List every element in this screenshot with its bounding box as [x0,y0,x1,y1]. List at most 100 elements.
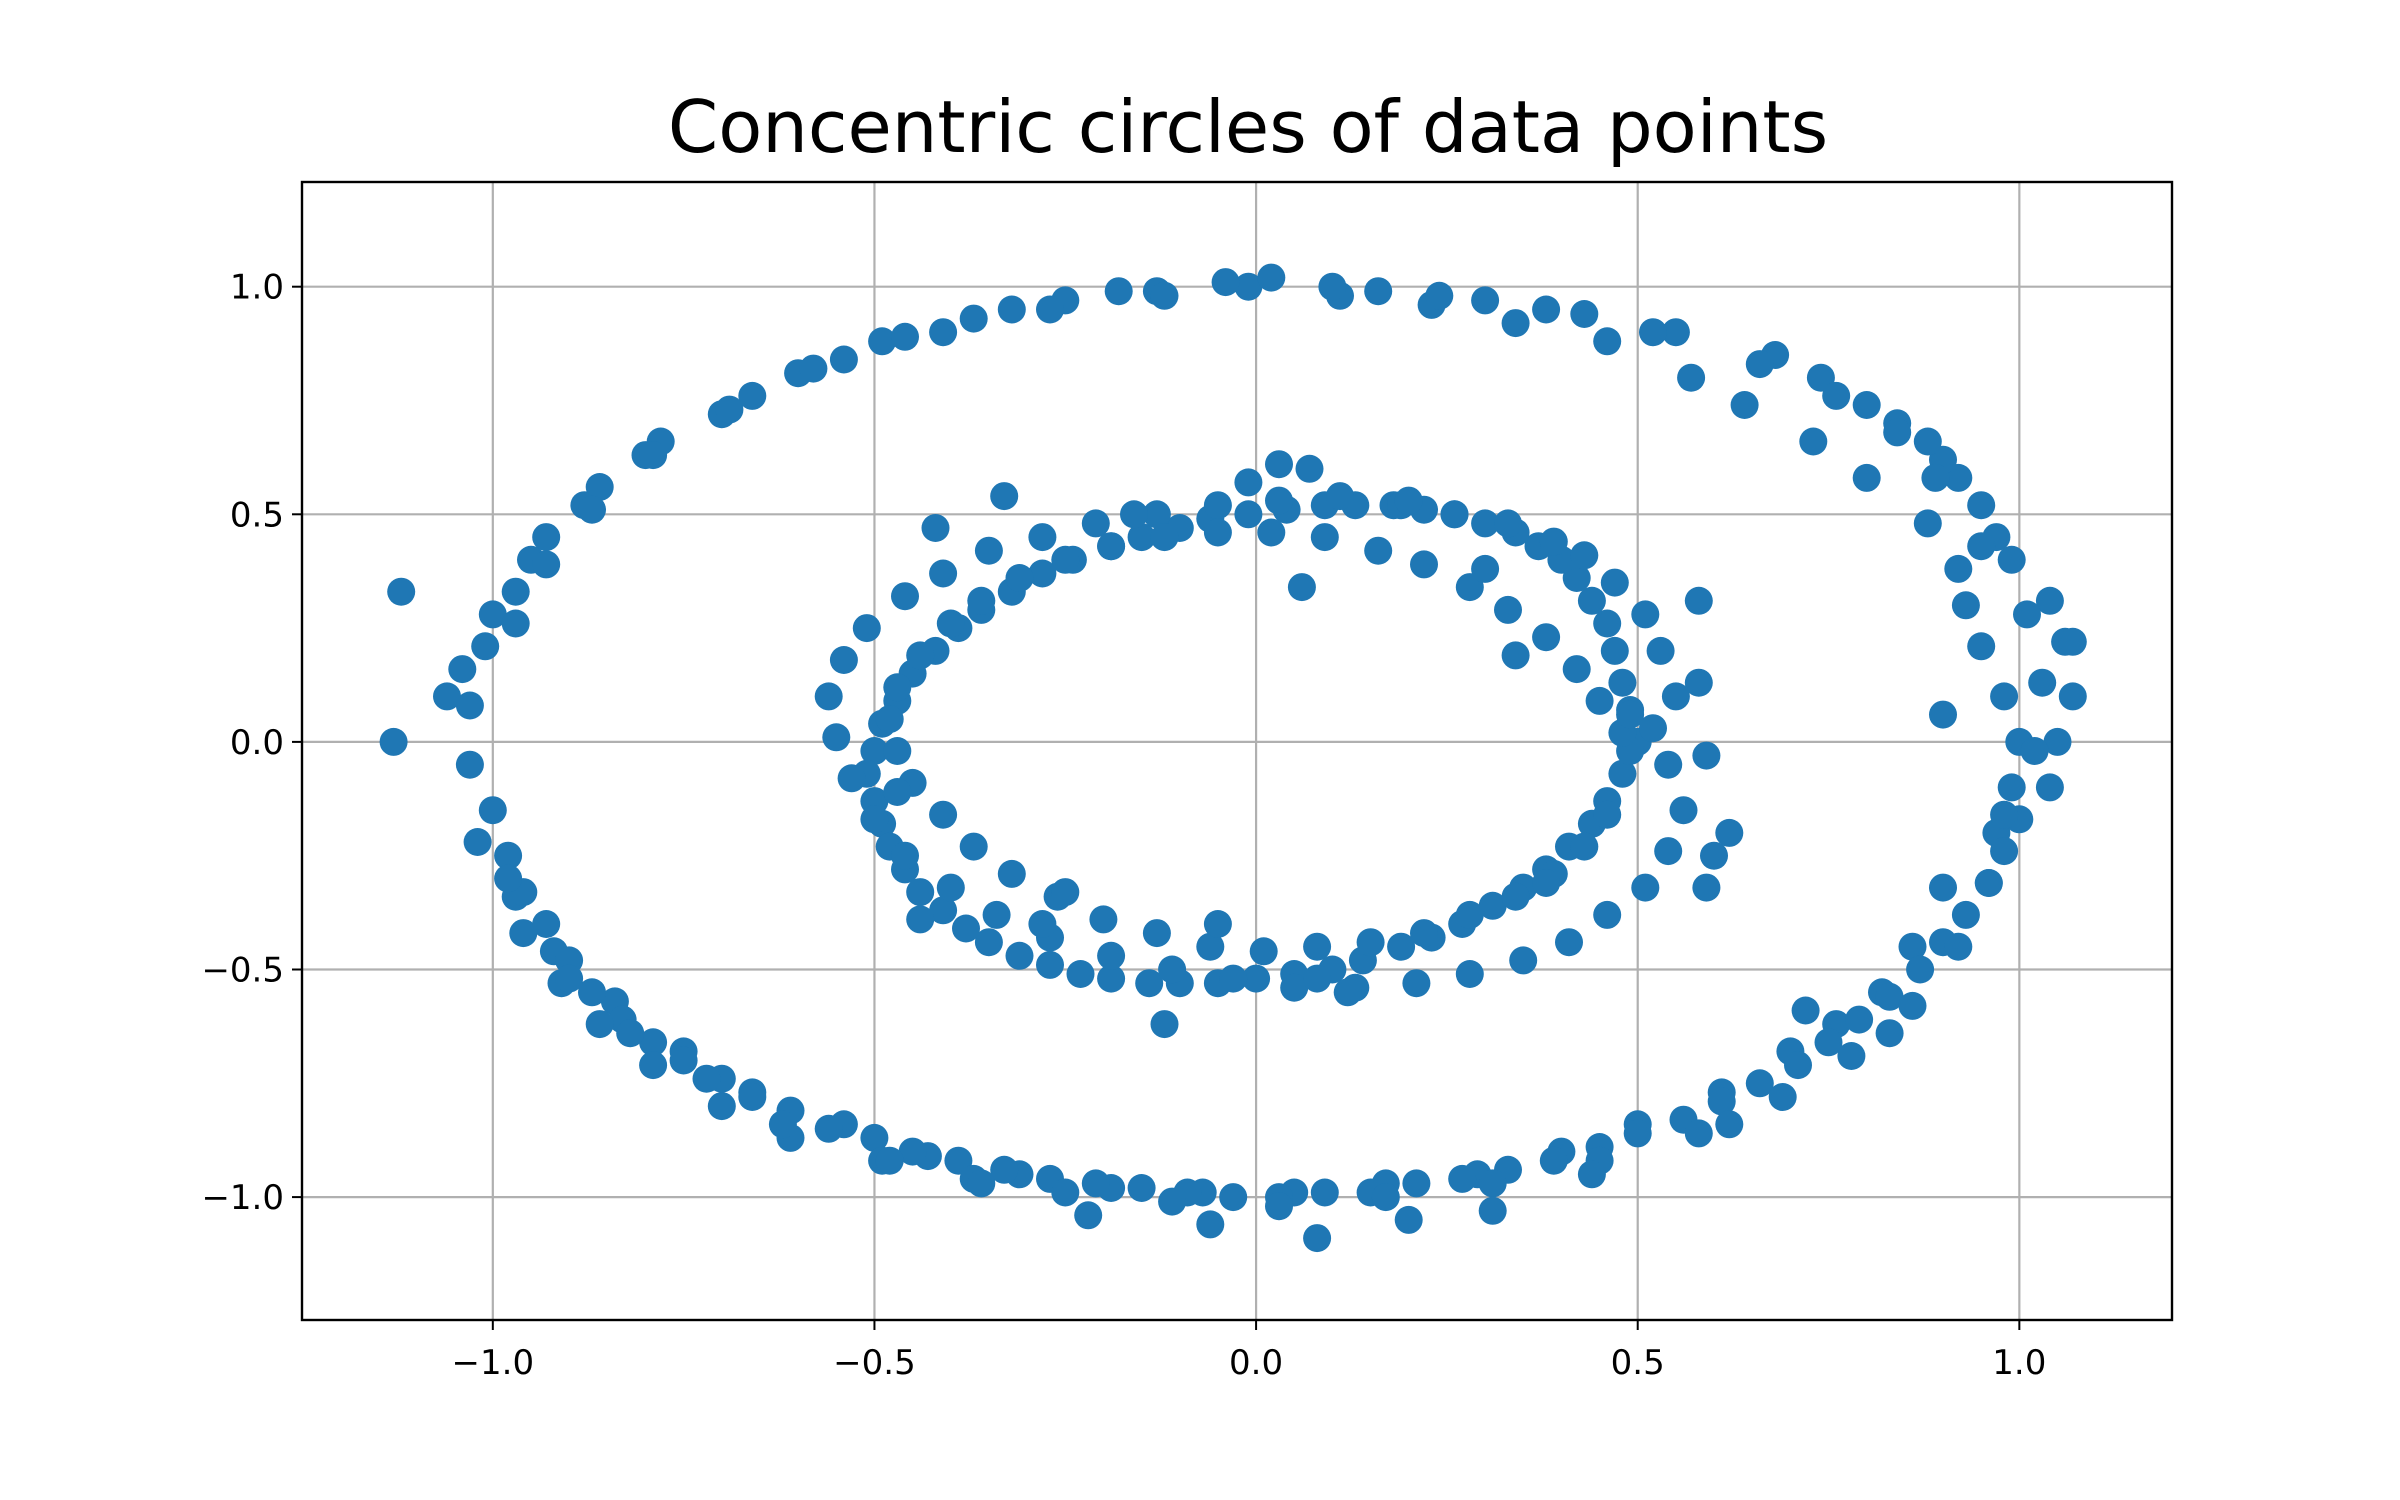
data-point [1135,969,1164,998]
data-point [1303,932,1332,961]
data-point [555,964,584,993]
data-point [1158,955,1187,984]
data-point [1921,463,1950,492]
data-point [837,764,866,793]
data-point [1051,1178,1080,1207]
data-point [1822,381,1851,410]
data-point [1394,1205,1423,1234]
data-point [1494,595,1522,624]
data-point [1501,641,1530,670]
data-point [494,841,523,870]
data-point [532,550,561,579]
data-point [1028,910,1057,938]
data-point [1219,1183,1248,1212]
data-point [1280,973,1309,1002]
data-point [1745,1069,1774,1098]
data-point [478,796,507,825]
data-point [585,473,614,501]
data-point [1700,841,1728,870]
data-point [1684,668,1713,697]
data-point [738,1083,767,1111]
data-point [1593,609,1622,638]
data-point [1265,450,1293,479]
data-point [1570,300,1599,328]
data-point [1203,491,1232,520]
data-point [875,1146,904,1175]
data-point [1707,1087,1736,1116]
data-point [1150,1010,1179,1039]
data-point [1661,318,1690,347]
data-point [814,682,843,711]
data-point [1967,491,1996,520]
data-point [829,646,858,674]
data-point [959,304,988,333]
data-point [1539,1146,1568,1175]
data-point [1455,900,1484,929]
data-point [1356,928,1385,957]
data-point [1898,932,1927,961]
data-point [1265,1192,1293,1221]
data-point [1005,941,1034,970]
data-point [1570,832,1599,861]
data-point [1944,932,1973,961]
data-point [2020,737,2049,765]
data-point [1219,964,1248,993]
data-point [1715,1110,1744,1139]
data-point [1593,327,1622,356]
data-point [929,800,958,829]
data-point [1142,500,1171,529]
data-point [1967,532,1996,561]
data-point [1600,636,1629,665]
data-point [1654,837,1683,866]
data-point [1532,623,1561,652]
data-point [2028,668,2057,697]
data-point [2035,586,2064,615]
data-point [891,841,919,870]
data-point [898,1137,927,1166]
data-point [1654,750,1683,779]
data-point [494,864,523,893]
data-point [1471,509,1500,538]
x-tick-label: 1.0 [1992,1343,2046,1383]
y-tick-label: −1.0 [201,1178,284,1218]
data-point [1715,818,1744,847]
data-point [2035,773,2064,802]
data-point [1364,536,1393,565]
y-tick-label: 1.0 [230,268,284,308]
data-point [929,559,958,588]
data-point [1814,1028,1843,1057]
data-point [974,536,1003,565]
data-point [1310,1178,1339,1207]
data-point [1639,318,1667,347]
data-point [501,609,530,638]
data-point [738,381,767,410]
data-point [1410,919,1438,948]
data-point [1455,960,1484,988]
data-point [1768,1083,1797,1111]
data-point [906,905,935,934]
data-point [639,441,668,470]
x-tick-label: 0.5 [1611,1343,1665,1383]
data-point [1242,964,1271,993]
data-point [478,600,507,629]
data-point [1402,969,1431,998]
data-point [1990,837,2019,866]
data-point [1104,277,1133,306]
data-point [585,1010,614,1039]
data-point [1593,900,1622,929]
data-point [1684,1119,1713,1148]
data-point [1203,518,1232,547]
data-point [1440,500,1469,529]
data-point [1639,714,1667,743]
data-point [829,345,858,374]
data-point [387,577,416,606]
data-point [532,910,561,938]
data-point [875,705,904,734]
data-point [1494,509,1522,538]
data-point [1532,869,1561,897]
data-point [1852,463,1881,492]
data-point [982,900,1011,929]
data-point [1845,1005,1874,1034]
